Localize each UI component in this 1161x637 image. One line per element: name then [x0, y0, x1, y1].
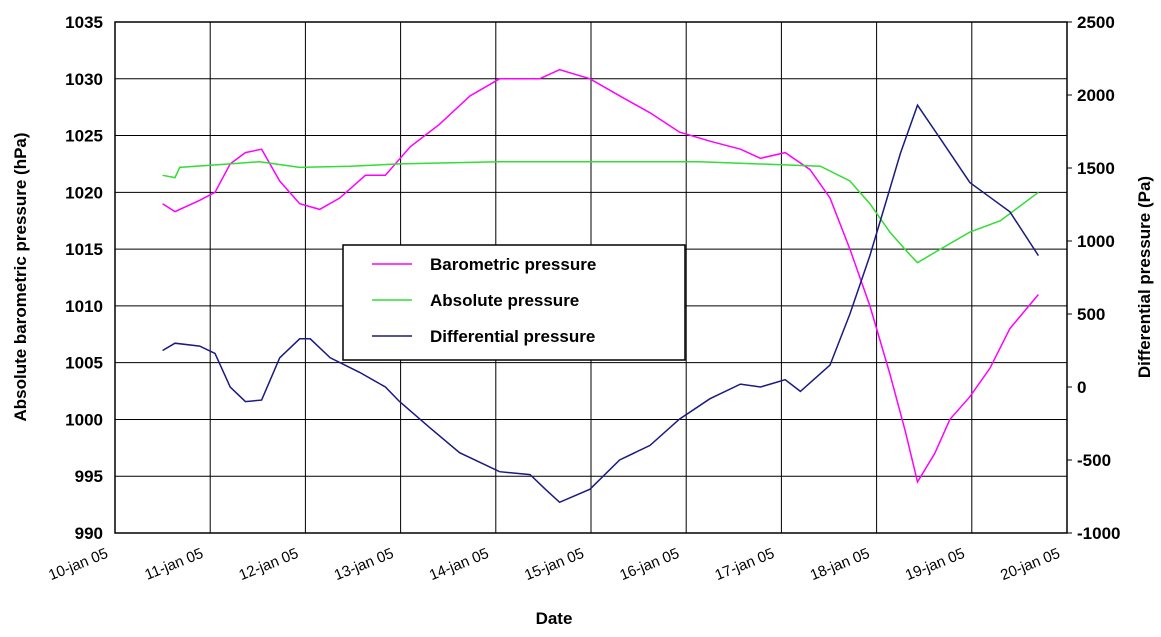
y2-tick-label: 2000	[1077, 86, 1115, 105]
y2-tick-label: -1000	[1077, 524, 1120, 543]
x-tick-label: 12-jan 05	[237, 545, 301, 584]
legend-label: Absolute pressure	[430, 291, 579, 310]
x-tick-label: 11-jan 05	[142, 545, 205, 584]
y-tick-label: 1010	[65, 297, 103, 316]
data-line	[162, 103, 1040, 504]
x-tick-label: 15-jan 05	[522, 545, 586, 584]
x-tick-label: 20-jan 05	[998, 545, 1062, 584]
y-tick-label: 1015	[65, 240, 103, 259]
data-line	[162, 68, 1039, 484]
x-tick-label: 14-jan 05	[427, 545, 491, 584]
y-tick-label: 1000	[65, 410, 103, 429]
plot-frame	[114, 21, 1068, 534]
legend-label: Barometric pressure	[430, 255, 596, 274]
y2-tick-label: 0	[1077, 378, 1086, 397]
x-tick-label: 16-jan 05	[617, 545, 681, 584]
y-tick-label: 995	[75, 467, 103, 486]
x-tick-label: 10-jan 05	[46, 545, 110, 584]
y-tick-label: 990	[75, 524, 103, 543]
y-tick-label: 1020	[65, 183, 103, 202]
y2-tick-label: 500	[1077, 305, 1105, 324]
y2-tick-label: 1000	[1077, 232, 1115, 251]
y2-tick-label: -500	[1077, 451, 1111, 470]
x-axis-title: Date	[536, 609, 573, 628]
x-tick-label: 17-jan 05	[713, 545, 777, 584]
x-tick-label: 13-jan 05	[332, 545, 396, 584]
y2-tick-label: 1500	[1077, 159, 1115, 178]
y-tick-label: 1030	[65, 70, 103, 89]
y2-tick-label: 2500	[1077, 13, 1115, 32]
x-tick-label: 19-jan 05	[903, 545, 967, 584]
y-tick-label: 1005	[65, 354, 103, 373]
x-tick-label: 18-jan 05	[808, 545, 872, 584]
y-tick-label: 1035	[65, 13, 103, 32]
y-axis-title: Absolute barometric pressure (hPa)	[11, 132, 30, 421]
legend-label: Differential pressure	[430, 327, 595, 346]
y2-axis-title: Differential pressure (Pa)	[1135, 176, 1154, 378]
data-line	[162, 160, 1039, 264]
y-tick-label: 1025	[65, 127, 103, 146]
